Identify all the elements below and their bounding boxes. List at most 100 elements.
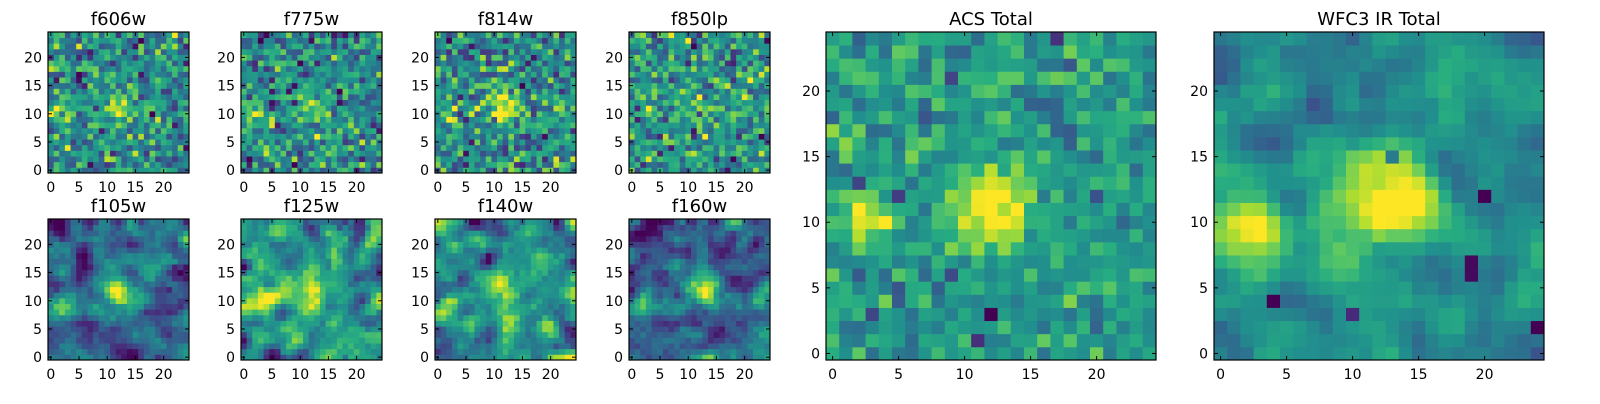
heatmap-cell [54,111,60,117]
heatmap-cell [553,258,559,264]
heatmap-cell [742,337,748,343]
heatmap-cell [93,270,99,276]
heatmap-cell [292,100,298,106]
heatmap-cell [138,77,144,83]
heatmap-cell [331,139,337,145]
heatmap-cell [697,145,703,151]
heatmap-cell [252,128,258,134]
heatmap-cell [292,32,298,38]
heatmap-cell [161,304,167,310]
heatmap-cell [110,275,116,281]
heatmap-cell [657,105,663,111]
heatmap-cell [731,275,737,281]
heatmap-cell [685,60,691,66]
heatmap-cell [635,150,641,156]
heatmap-cell [348,49,354,55]
heatmap-cell [753,55,759,61]
heatmap-cell [166,219,172,225]
heatmap-cell [48,128,54,134]
heatmap-cell [725,321,731,327]
heatmap-cell [354,326,360,332]
heatmap-cell [371,162,377,168]
heatmap-cell [150,219,156,225]
heatmap-cell [553,298,559,304]
heatmap-cell [121,230,127,236]
heatmap-cell [161,242,167,248]
heatmap-cell [731,349,737,355]
heatmap-cell [753,292,759,298]
heatmap-cell [474,337,480,343]
heatmap-cell [138,128,144,134]
heatmap-cell [491,100,497,106]
heatmap-cell [731,88,737,94]
heatmap-cell [275,122,281,128]
heatmap-cell [520,332,526,338]
heatmap-cell [48,77,54,83]
heatmap-cell [446,309,452,315]
y-tick-label: 5 [226,135,235,151]
heatmap-cell [691,128,697,134]
heatmap-cell [441,309,447,315]
x-tick-label: 0 [239,180,248,196]
heatmap-cell [116,111,122,117]
heatmap-cell [87,55,93,61]
heatmap-cell [343,292,349,298]
heatmap-cell [548,49,554,55]
heatmap-cell [514,71,520,77]
heatmap-cell [680,122,686,128]
heatmap-cell [747,111,753,117]
heatmap-cell [155,315,161,321]
heatmap-cell [714,128,720,134]
heatmap-cell [161,275,167,281]
heatmap-cell [371,71,377,77]
heatmap-cell [469,225,475,231]
heatmap-cell [116,128,122,134]
heatmap-cell [646,332,652,338]
heatmap-cell [435,281,441,287]
heatmap-cell [65,264,71,270]
heatmap-cell [559,292,565,298]
heatmap-cell [469,236,475,242]
heatmap-cell [747,315,753,321]
heatmap-cell [508,326,514,332]
heatmap-cell [657,156,663,162]
heatmap-cell [629,315,635,321]
heatmap-cell [166,337,172,343]
heatmap-cell [491,298,497,304]
heatmap-cell [138,292,144,298]
heatmap-cell [155,287,161,293]
heatmap-cell [314,77,320,83]
heatmap-cell [150,145,156,151]
heatmap-cell [537,281,543,287]
heatmap-cell [172,326,178,332]
heatmap-cell [275,236,281,242]
heatmap-cell [275,139,281,145]
heatmap-cell [264,326,270,332]
heatmap-cell [258,225,264,231]
heatmap-cell [337,111,343,117]
heatmap-cell [264,247,270,253]
heatmap-cell [104,281,110,287]
heatmap-cell [343,349,349,355]
heatmap-cell [303,242,309,248]
heatmap-cell [685,139,691,145]
heatmap-cell [87,275,93,281]
heatmap-cell [59,38,65,44]
heatmap-cell [657,349,663,355]
heatmap-cell [736,83,742,89]
heatmap-cell [326,139,332,145]
heatmap-cell [280,337,286,343]
heatmap-cell [116,247,122,253]
heatmap-cell [725,281,731,287]
heatmap-cell [280,145,286,151]
heatmap-cell [537,145,543,151]
heatmap-cell [640,156,646,162]
heatmap-cell [652,298,658,304]
heatmap-cell [264,242,270,248]
heatmap-cell [87,242,93,248]
heatmap-cell [537,77,543,83]
heatmap-cell [320,315,326,321]
heatmap-cell [314,225,320,231]
heatmap-cell [514,281,520,287]
heatmap-cell [708,49,714,55]
